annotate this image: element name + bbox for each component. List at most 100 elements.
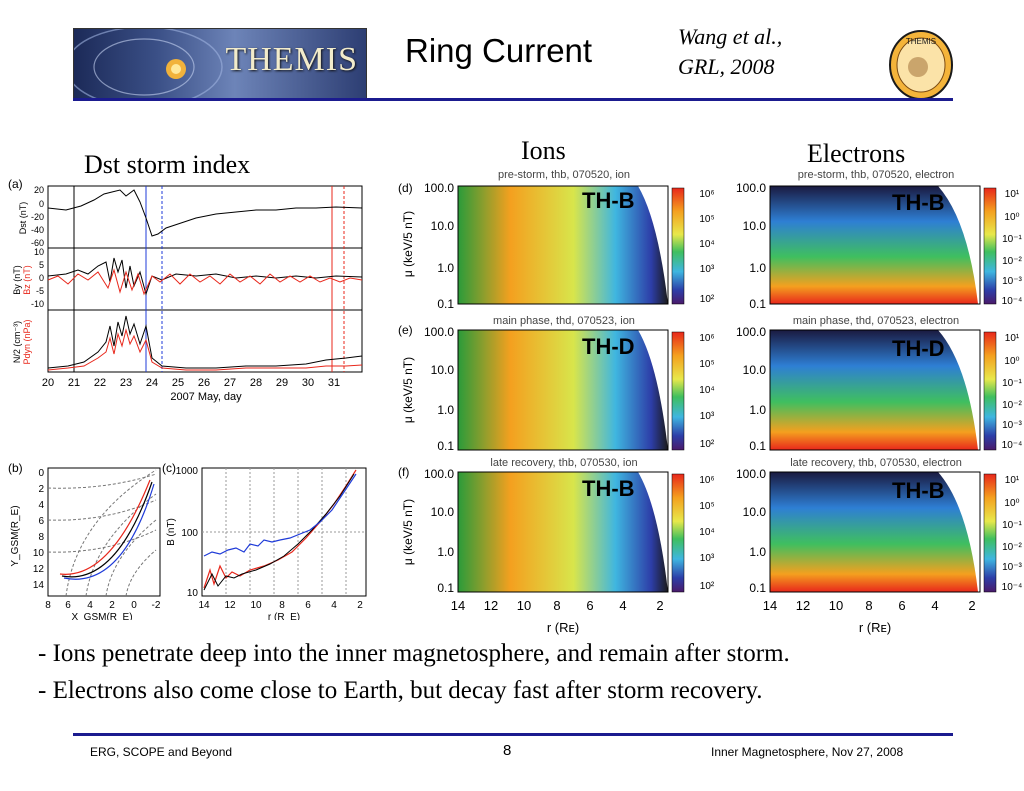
electron-probe-label: TH-B [892,478,945,503]
spectrogram-row-f: (f) late recovery, thb, 070530, ion TH-B… [398,457,1023,593]
y-tick: 0.1 [749,439,766,453]
ion-spectrum-f [458,472,668,592]
y-tick: 10 [187,588,199,599]
citation-line-2: GRL, 2008 [678,54,775,79]
b-tick: 5 [39,260,44,270]
spectrogram-row-e: (e) main phase, thd, 070523, ion TH-D 10… [398,315,1023,451]
y-tick: 10.0 [431,219,455,233]
dst-tick: -20 [31,212,44,222]
electron-spectrum-e [770,330,978,450]
electron-colorbar [983,473,997,593]
y-tick: 100.0 [736,181,766,195]
x-tick: 29 [276,377,288,389]
x-tick: 12 [484,598,498,613]
pdyn-axis-label: Pdyn (nPa) [22,319,32,364]
y-tick: 14 [33,580,45,591]
themis-logo-banner: THEMIS [73,28,367,100]
b-tick: 10 [34,247,44,257]
x-tick: 2 [656,598,663,613]
y-tick: 1.0 [437,403,454,417]
x-tick: 2 [109,600,115,611]
electron-scale: 10⁰ [1004,356,1019,367]
y-tick: 0.1 [749,297,766,311]
x-tick: 22 [94,377,106,389]
spec-xlabel: r (Rᴇ) [547,620,579,635]
slide-title: Ring Current [405,32,593,69]
x-tick: 31 [328,377,340,389]
y-tick: 1.0 [437,261,454,275]
pdyn-series [47,328,363,371]
ion-scale: 10⁵ [699,501,714,512]
y-tick: 10.0 [431,363,455,377]
ion-probe-label: TH-B [582,188,635,213]
bz-series [47,268,363,296]
electron-scale: 10⁻¹ [1002,378,1022,389]
y-tick: 8 [38,532,44,543]
dst-tick: -40 [31,225,44,235]
spectrogram-row-d: (d) pre-storm, thb, 070520, ion TH-B 10⁶… [398,169,1023,307]
x-tick: 0 [131,600,137,611]
header-rule [73,98,953,101]
ion-probe-label: TH-B [582,476,635,501]
x-tick: 4 [87,600,93,611]
x-tick: 12 [224,600,236,611]
electron-scale: 10⁻² [1002,400,1022,411]
y-tick: 10 [33,548,45,559]
x-tick: 6 [305,600,311,611]
ion-scale: 10² [700,439,715,450]
themis-mission-badge-icon: THEMIS [889,30,953,100]
ions-label: Ions [521,136,566,165]
footer-right: Inner Magnetosphere, Nov 27, 2008 [711,745,904,759]
x-tick: 4 [619,598,626,613]
ion-title: main phase, thd, 070523, ion [493,315,635,327]
electron-title: pre-storm, thb, 070520, electron [798,169,955,181]
footer-rule [73,733,953,736]
electron-scale: 10⁻³ [1002,420,1022,431]
y-tick: 1.0 [749,403,766,417]
y-tick: 100.0 [424,325,454,339]
x-tick: 10 [517,598,531,613]
panel-c-tag: (c) [162,461,176,475]
ion-scale: 10² [700,581,715,592]
spec-ylabel: μ (keV/5 nT) [401,211,415,277]
panel-a-x-ticks: 20 21 22 23 24 25 26 27 28 29 30 31 [42,377,340,389]
y-tick: 100.0 [424,467,454,481]
b-field-red [203,469,357,589]
ion-colorbar [671,473,685,593]
ion-title: pre-storm, thb, 070520, ion [498,169,630,181]
b-field-blue [203,473,357,557]
electron-title: late recovery, thb, 070530, electron [790,457,962,469]
by-axis-label: By (nT) [12,265,22,295]
by-series [47,257,363,296]
bullet-ions: - Ions penetrate deep into the inner mag… [38,640,790,667]
electron-scale: 10⁰ [1004,212,1019,223]
b-tick: -10 [31,299,44,309]
x-tick: 28 [250,377,262,389]
y-tick: 100 [181,528,198,539]
y-tick: 1000 [176,466,199,477]
electron-spectrum-d [770,186,978,304]
x-tick: 8 [45,600,51,611]
x-tick: 2 [357,600,363,611]
dst-tick: 20 [34,185,44,195]
y-tick: 0.1 [437,297,454,311]
electron-scale: 10⁻¹ [1002,234,1022,245]
electron-scale: 10⁻² [1002,542,1022,553]
x-tick: 14 [198,600,210,611]
panel-b-tag: (b) [8,461,23,475]
spectrogram-grid: (d) pre-storm, thb, 070520, ion TH-B 10⁶… [398,169,1023,635]
electron-scale: 10⁻⁴ [1002,296,1023,307]
panel-c-xlabel: r (R_E) [268,612,300,620]
electron-scale: 10⁻⁴ [1002,582,1023,593]
ion-probe-label: TH-D [582,334,635,359]
x-tick: 14 [763,598,777,613]
x-tick: 6 [65,600,71,611]
ion-scale: 10⁴ [699,239,714,250]
ion-title: late recovery, thb, 070530, ion [490,457,637,469]
dst-tick: 0 [39,199,44,209]
dst-series [47,189,363,237]
x-tick: 10 [250,600,262,611]
dst-tick: -60 [31,238,44,248]
y-tick: 0.1 [437,439,454,453]
y-tick: 2 [38,484,44,495]
